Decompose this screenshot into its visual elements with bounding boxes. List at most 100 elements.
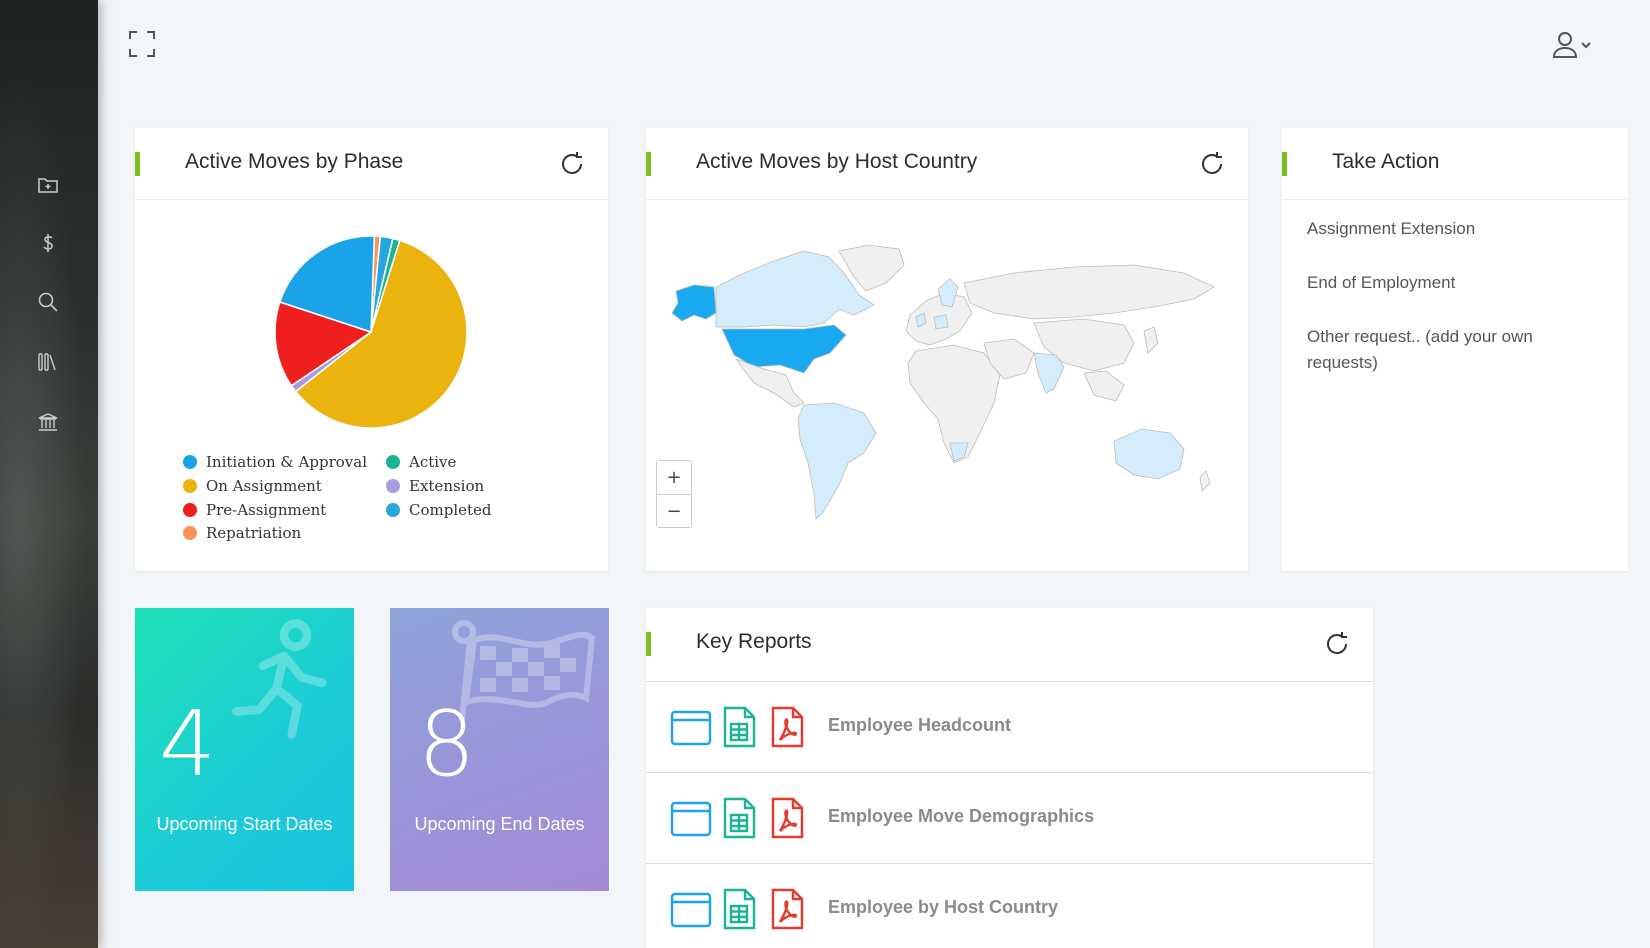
- dollar-icon[interactable]: [34, 229, 62, 257]
- refresh-icon[interactable]: [558, 150, 586, 178]
- legend-label: Extension: [409, 477, 485, 495]
- browser-view-icon[interactable]: [670, 888, 712, 930]
- library-icon[interactable]: [34, 348, 62, 376]
- legend-item[interactable]: On Assignment: [183, 477, 322, 495]
- map-country-usa: [721, 324, 847, 374]
- action-link-other-request[interactable]: Other request.. (add your own requests): [1307, 327, 1533, 372]
- world-map[interactable]: [654, 243, 1244, 533]
- zoom-in-button[interactable]: +: [657, 461, 691, 494]
- running-person-icon: [232, 619, 327, 739]
- pie-slice-pre-assignment[interactable]: [274, 301, 373, 387]
- legend-dot: [183, 503, 197, 517]
- chevron-down-icon: [1581, 42, 1591, 49]
- map-country-india: [1033, 352, 1065, 394]
- accent-bar: [1282, 152, 1287, 176]
- legend-item[interactable]: Repatriation: [183, 524, 301, 542]
- legend-item[interactable]: Pre-Assignment: [183, 501, 326, 519]
- pdf-icon[interactable]: [766, 888, 808, 930]
- map-country-southeast-asia: [1083, 370, 1125, 402]
- upcoming-end-tile[interactable]: 8 Upcoming End Dates: [390, 608, 609, 891]
- key-reports-card: Key Reports Employee Headcount Employee …: [646, 608, 1373, 948]
- legend-label: Active: [409, 453, 457, 471]
- card-title: Take Action: [1332, 150, 1440, 173]
- report-name[interactable]: Employee Headcount: [828, 715, 1012, 735]
- browser-view-icon[interactable]: [670, 797, 712, 839]
- pie-slice-initiation-approval[interactable]: [278, 235, 376, 334]
- legend-dot: [386, 503, 400, 517]
- legend-item[interactable]: Extension: [386, 477, 484, 495]
- legend-dot: [183, 526, 197, 540]
- map-country-germany: [933, 314, 949, 330]
- start-count: 4: [159, 692, 217, 797]
- card-header: Active Moves by Host Country: [646, 128, 1248, 200]
- pie-chart: [274, 235, 468, 429]
- browser-view-icon[interactable]: [670, 706, 712, 748]
- legend-dot: [386, 455, 400, 469]
- accent-bar: [646, 152, 651, 176]
- checkered-flag-icon: [452, 620, 596, 721]
- legend-dot: [386, 479, 400, 493]
- map-country-china: [1033, 318, 1135, 372]
- map-country-new-zealand: [1199, 470, 1211, 492]
- report-row: Employee Headcount: [646, 681, 1373, 772]
- map-zoom-control: + −: [656, 460, 692, 528]
- pdf-icon[interactable]: [766, 797, 808, 839]
- phase-card: Active Moves by Phase Initiation & Appro…: [135, 128, 608, 571]
- country-card: Active Moves by Host Country: [646, 128, 1248, 571]
- sidebar: [0, 0, 98, 948]
- map-country-south-africa: [949, 442, 969, 462]
- user-menu[interactable]: [1552, 30, 1596, 60]
- map-country-greenland: [838, 244, 905, 292]
- folder-plus-icon[interactable]: [34, 171, 62, 199]
- fullscreen-icon[interactable]: [128, 30, 156, 58]
- card-header: Key Reports: [646, 608, 1373, 680]
- accent-bar: [135, 152, 140, 176]
- report-name[interactable]: Employee by Host Country: [828, 897, 1059, 917]
- card-title: Key Reports: [696, 630, 812, 653]
- card-header: Active Moves by Phase: [135, 128, 608, 200]
- spreadsheet-icon[interactable]: [718, 706, 760, 748]
- map-country-alaska: [671, 284, 717, 322]
- upcoming-start-tile[interactable]: 4 Upcoming Start Dates: [135, 608, 354, 891]
- pdf-icon[interactable]: [766, 706, 808, 748]
- spreadsheet-icon[interactable]: [718, 888, 760, 930]
- card-header: Take Action: [1282, 128, 1628, 200]
- end-count: 8: [418, 692, 476, 797]
- start-label: Upcoming Start Dates: [156, 814, 333, 834]
- legend-label: Repatriation: [206, 524, 302, 542]
- legend-item[interactable]: Active: [386, 453, 456, 471]
- refresh-icon[interactable]: [1198, 150, 1226, 178]
- zoom-out-button[interactable]: −: [657, 494, 691, 527]
- refresh-icon[interactable]: [1323, 630, 1351, 658]
- report-row: Employee by Host Country: [646, 863, 1373, 948]
- spreadsheet-icon[interactable]: [718, 797, 760, 839]
- report-row: Employee Move Demographics: [646, 772, 1373, 863]
- map-country-japan: [1143, 326, 1159, 354]
- search-icon[interactable]: [34, 288, 62, 316]
- card-title: Active Moves by Host Country: [696, 150, 978, 173]
- legend-label: Initiation & Approval: [206, 453, 368, 471]
- action-link-assignment-extension[interactable]: Assignment Extension: [1307, 219, 1476, 238]
- legend-label: Pre-Assignment: [206, 501, 327, 519]
- take-action-card: Take Action Assignment Extension End of …: [1282, 128, 1628, 571]
- legend-item[interactable]: Initiation & Approval: [183, 453, 367, 471]
- legend-dot: [183, 479, 197, 493]
- legend-dot: [183, 455, 197, 469]
- map-country-middle-east: [983, 338, 1035, 380]
- map-country-australia: [1113, 428, 1185, 480]
- pie-slice-on-assignment[interactable]: [294, 239, 468, 429]
- report-name[interactable]: Employee Move Demographics: [828, 806, 1095, 826]
- map-country-scandinavia: [937, 278, 959, 308]
- map-country-uk: [915, 312, 927, 328]
- map-country-mexico: [734, 358, 805, 408]
- card-title: Active Moves by Phase: [185, 150, 404, 173]
- action-link-end-of-employment[interactable]: End of Employment: [1307, 273, 1456, 292]
- legend-label: Completed: [409, 501, 492, 519]
- legend-label: On Assignment: [206, 477, 322, 495]
- map-country-canada: [715, 250, 875, 328]
- legend-item[interactable]: Completed: [386, 501, 492, 519]
- bank-icon[interactable]: [34, 408, 62, 436]
- user-icon: [1552, 32, 1591, 58]
- map-country-russia: [963, 264, 1215, 320]
- accent-bar: [646, 632, 651, 656]
